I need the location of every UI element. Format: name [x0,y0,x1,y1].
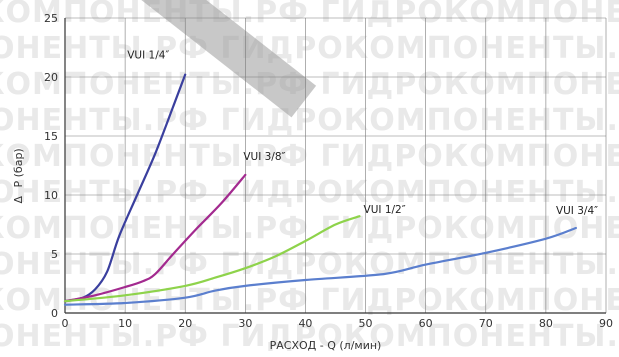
y-axis-symbol: Δ [12,196,25,204]
y-tick-label: 15 [44,130,58,143]
x-tick-label: 10 [118,317,132,330]
axes [64,18,606,314]
y-axis-title: Δ P (бар) [12,148,25,203]
series-labels: VUI 1/4″ VUI 3/8″ VUI 1/2″ VUI 3/4″ [127,50,598,217]
watermark-text: КОМПОНЕНТЫ.РФ ГИДРОКОМПОНЕНТЫ.РФ КОМПОНЕ… [0,139,619,174]
x-tick-label: 90 [599,317,613,330]
watermark-text: КОМПОНЕНТЫ.РФ ГИДРОКОМПОНЕНТЫ.РФ КОМПОНЕ… [0,103,619,138]
x-tick-label: 40 [298,317,312,330]
x-tick-label: 30 [238,317,252,330]
series-line [63,73,187,303]
x-tick-label: 50 [359,317,373,330]
x-tick-label: 0 [62,317,69,330]
series-label: VUI 3/8″ [243,151,285,163]
y-tick-label: 5 [51,248,58,261]
watermark-text: КОМПОНЕНТЫ.РФ ГИДРОКОМПОНЕНТЫ.РФ КОМПОНЕ… [0,283,619,318]
x-axis-title: РАСХОД - Q (л/мин) [270,339,382,352]
y-tick-label: 10 [44,189,58,202]
watermark-text: КОМПОНЕНТЫ.РФ ГИДРОКОМПОНЕНТЫ.РФ КОМПОНЕ… [0,319,619,354]
y-tick-label: 25 [44,12,58,25]
series-lines [63,73,577,306]
watermark-text: КОМПОНЕНТЫ.РФ ГИДРОКОМПОНЕНТЫ.РФ КОМПОНЕ… [0,31,619,66]
decorative-band [133,0,317,118]
series-label: VUI 1/2″ [364,204,406,216]
tick-labels: 0 10 20 30 40 50 60 70 80 90 0 5 10 15 20 25 [44,12,613,330]
series-line [63,226,577,306]
series-line [63,215,361,303]
y-axis-label: P (бар) [12,148,25,187]
x-tick-label: 80 [539,317,553,330]
watermark-text: КОМПОНЕНТЫ.РФ ГИДРОКОМПОНЕНТЫ.РФ КОМПОНЕ… [0,247,619,282]
watermark-text: КОМПОНЕНТЫ.РФ ГИДРОКОМПОНЕНТЫ.РФ КОМПОНЕ… [0,211,619,246]
series-label: VUI 1/4″ [127,50,169,62]
series-line [63,173,247,303]
y-tick-label: 0 [51,307,58,320]
watermark-text: КОМПОНЕНТЫ.РФ ГИДРОКОМПОНЕНТЫ.РФ КОМПОНЕ… [0,175,619,210]
x-tick-label: 20 [178,317,192,330]
y-tick-label: 20 [44,71,58,84]
x-tick-label: 60 [419,317,433,330]
watermark-text: КОМПОНЕНТЫ.РФ ГИДРОКОМПОНЕНТЫ.РФ КОМПОНЕ… [0,0,619,30]
x-tick-label: 70 [479,317,493,330]
series-label: VUI 3/4″ [556,205,598,217]
